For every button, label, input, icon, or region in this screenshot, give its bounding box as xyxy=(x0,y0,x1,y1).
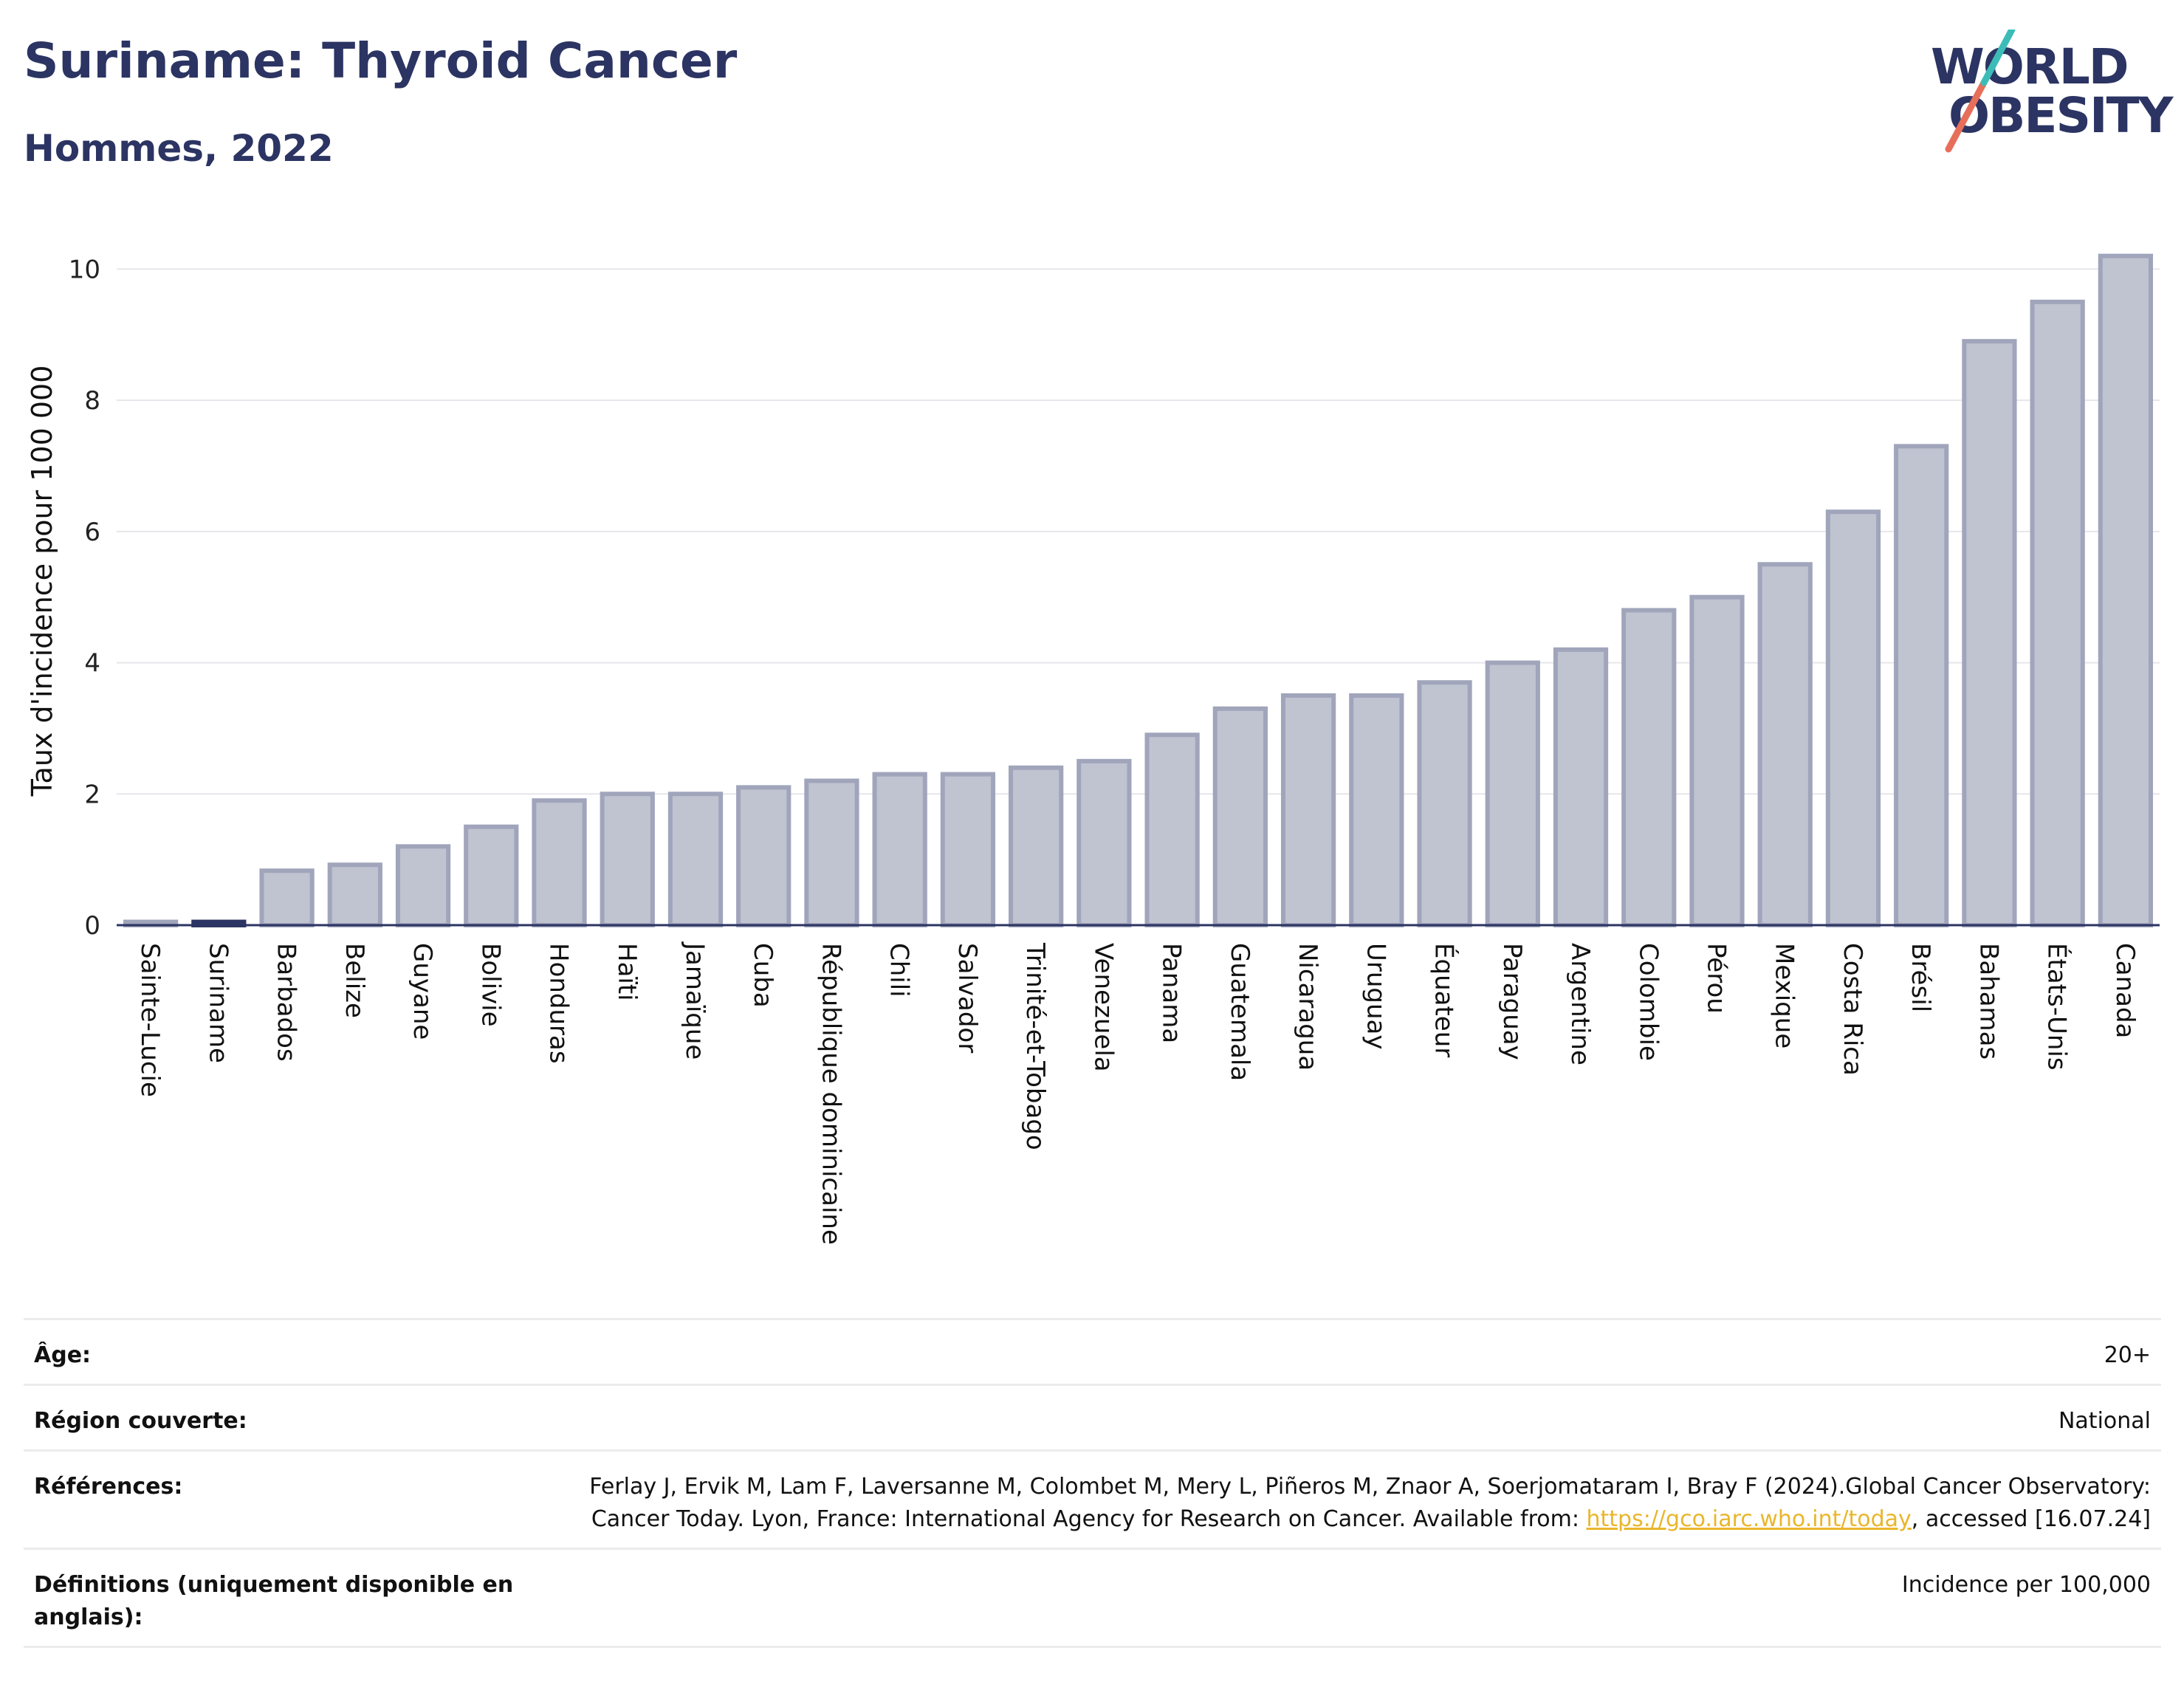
bar--tats-unis[interactable] xyxy=(2030,299,2085,928)
bar-venezuela[interactable] xyxy=(1076,758,1132,927)
bar-bolivie[interactable] xyxy=(464,824,519,928)
x-tick-label: Pérou xyxy=(1701,943,1731,1014)
bar-chili[interactable] xyxy=(872,772,927,928)
bar-nicaragua[interactable] xyxy=(1280,693,1336,927)
bar-guyane[interactable] xyxy=(395,844,451,927)
x-tick-label: Colombie xyxy=(1633,943,1663,1061)
x-tick-label: Cuba xyxy=(748,943,777,1008)
chart-bars xyxy=(117,253,2160,928)
x-tick-label: Venezuela xyxy=(1088,943,1118,1072)
x-tick-label: Guyane xyxy=(408,943,437,1040)
x-tick-label: Nicaragua xyxy=(1293,943,1322,1071)
y-axis-label: Taux d'incidence pour 100 000 xyxy=(26,365,58,797)
x-tick-labels: Sainte-Lucie Suriname Barbados Belize Guyane… xyxy=(135,941,2140,1245)
page-subtitle: Hommes, 2022 xyxy=(24,127,334,170)
x-tick-label: Uruguay xyxy=(1361,943,1390,1050)
bar-costa-rica[interactable] xyxy=(1825,509,1881,927)
bar-ha-ti[interactable] xyxy=(600,792,655,927)
x-tick-label: Bahamas xyxy=(1974,943,2003,1060)
x-tick-label: République dominicaine xyxy=(816,943,845,1245)
definitions-value: Incidence per 100,000 xyxy=(1901,1572,2151,1598)
bar-cuba[interactable] xyxy=(736,785,791,928)
bar-mexique[interactable] xyxy=(1757,562,1813,927)
footer-row-references: Références: Ferlay J, Ervik M, Lam F, La… xyxy=(24,1449,2161,1548)
x-tick-label: Jamaïque xyxy=(680,941,710,1060)
references-accessed: , accessed [16.07.24] xyxy=(1911,1506,2151,1532)
bar-bahamas[interactable] xyxy=(1962,339,2017,927)
x-tick-label: Belize xyxy=(340,943,369,1018)
x-tick-label: Barbados xyxy=(272,943,301,1062)
bar-br-sil[interactable] xyxy=(1894,444,1949,928)
references-link[interactable]: https://gco.iarc.who.int/today xyxy=(1586,1506,1912,1532)
x-tick-label: Canada xyxy=(2110,943,2140,1038)
page-title: Suriname: Thyroid Cancer xyxy=(24,32,738,89)
x-tick-label: Brésil xyxy=(1906,943,1935,1012)
y-tick-label: 8 xyxy=(84,386,100,416)
bar-p-rou[interactable] xyxy=(1689,594,1745,927)
x-tick-label: Mexique xyxy=(1770,943,1799,1048)
x-tick-label: Chili xyxy=(885,943,914,998)
definitions-label: Définitions (uniquement disponible en an… xyxy=(34,1572,514,1630)
footer-row-definitions: Définitions (uniquement disponible en an… xyxy=(24,1548,2161,1648)
references-text: Ferlay J, Ervik M, Lam F, Laversanne M, … xyxy=(589,1474,2151,1532)
age-value: 20+ xyxy=(2104,1342,2151,1368)
chart-grid xyxy=(117,268,2160,795)
bar-guatemala[interactable] xyxy=(1212,706,1268,927)
bar-honduras[interactable] xyxy=(532,798,587,928)
x-tick-label: Trinité-et-Tobago xyxy=(1020,942,1050,1150)
y-tick-label: 10 xyxy=(69,255,100,284)
x-tick-label: Sainte-Lucie xyxy=(135,943,165,1097)
age-label: Âge: xyxy=(34,1342,92,1368)
region-value: National xyxy=(2058,1408,2151,1434)
logo-slash-icon xyxy=(1945,30,2016,153)
bar-uruguay[interactable] xyxy=(1349,693,1404,927)
metadata-table: Âge: 20+ Région couverte: National Référ… xyxy=(24,1318,2161,1648)
bar-panama[interactable] xyxy=(1144,732,1200,927)
bar-belize[interactable] xyxy=(327,862,382,927)
x-tick-label: Argentine xyxy=(1565,943,1595,1065)
x-tick-label: Équateur xyxy=(1429,943,1460,1057)
x-tick-label: Paraguay xyxy=(1497,943,1527,1060)
bar-argentine[interactable] xyxy=(1553,647,1609,927)
footer-row-region: Région couverte: National xyxy=(24,1384,2161,1449)
bar-chart: Sainte-Lucie Suriname Barbados Belize Guyane… xyxy=(26,253,2160,1245)
x-tick-label: États-Unis xyxy=(2042,943,2073,1071)
bar-colombie[interactable] xyxy=(1621,608,1677,927)
references-label: Références: xyxy=(34,1474,183,1500)
logo-line-2: OBESITY xyxy=(1948,87,2173,144)
y-tick-labels: 0 2 4 6 8 10 xyxy=(69,255,100,941)
bar-paraguay[interactable] xyxy=(1485,660,1540,927)
bar--quateur[interactable] xyxy=(1417,680,1472,927)
y-tick-label: 0 xyxy=(84,911,100,941)
bar-r-publique-dominicaine[interactable] xyxy=(804,778,859,927)
world-obesity-logo[interactable]: WORLD OBESITY xyxy=(1931,30,2173,159)
y-tick-label: 2 xyxy=(84,780,100,809)
bar-canada[interactable] xyxy=(2098,253,2154,927)
bar-salvador[interactable] xyxy=(940,772,996,928)
bar-jama-que[interactable] xyxy=(667,792,724,927)
x-tick-label: Panama xyxy=(1157,943,1187,1043)
bar-trinit-et-tobago[interactable] xyxy=(1009,765,1064,927)
x-tick-label: Haïti xyxy=(612,943,642,1001)
x-tick-label: Costa Rica xyxy=(1838,943,1867,1076)
bar-barbados[interactable] xyxy=(259,868,315,928)
y-tick-label: 6 xyxy=(84,518,100,547)
x-tick-label: Bolivie xyxy=(475,943,505,1027)
logo-line-1: WORLD xyxy=(1931,38,2129,95)
x-tick-label: Suriname xyxy=(203,943,233,1063)
footer-row-age: Âge: 20+ xyxy=(24,1318,2161,1384)
references-value: Ferlay J, Ervik M, Lam F, Laversanne M, … xyxy=(563,1471,2151,1536)
x-tick-label: Salvador xyxy=(952,943,982,1053)
y-tick-label: 4 xyxy=(84,649,100,679)
x-tick-label: Honduras xyxy=(544,943,574,1064)
region-label: Région couverte: xyxy=(34,1408,247,1434)
x-tick-label: Guatemala xyxy=(1225,943,1254,1081)
